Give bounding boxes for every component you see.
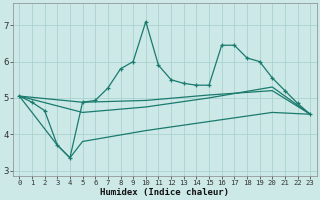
X-axis label: Humidex (Indice chaleur): Humidex (Indice chaleur) — [100, 188, 229, 197]
